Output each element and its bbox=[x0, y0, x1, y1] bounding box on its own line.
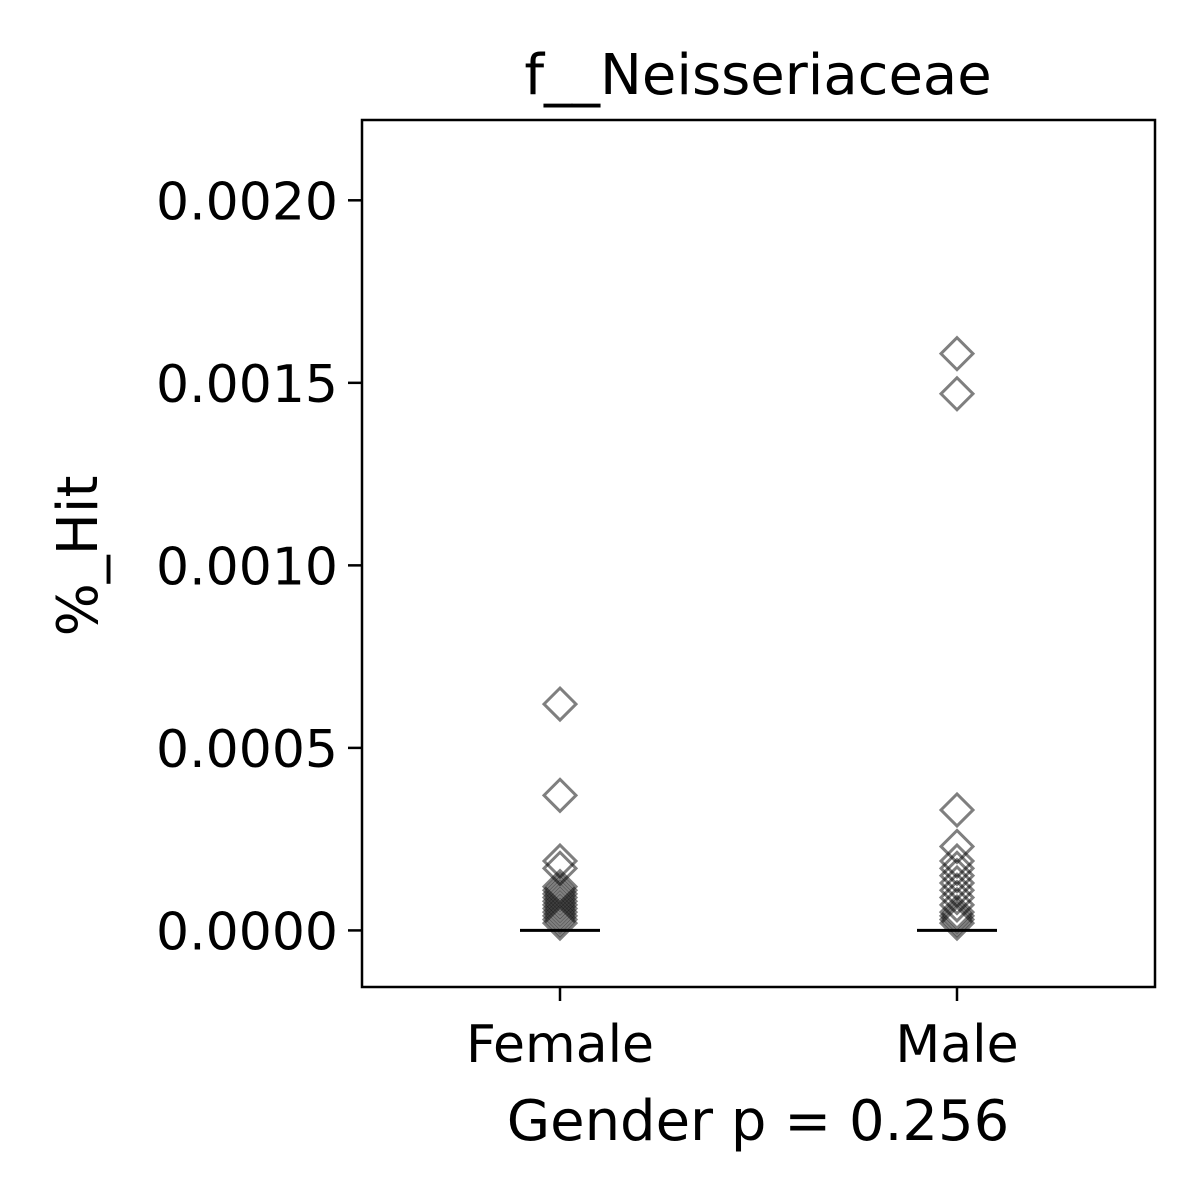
data-point-female bbox=[541, 886, 579, 923]
data-point-male bbox=[938, 879, 976, 916]
data-point-female bbox=[541, 875, 579, 913]
data-point-male bbox=[938, 335, 976, 372]
data-point-male bbox=[938, 375, 976, 412]
plot-area bbox=[520, 335, 997, 942]
data-point-female bbox=[541, 894, 579, 931]
y-tick-label: 0.0015 bbox=[156, 355, 338, 415]
x-axis: Female Male bbox=[466, 987, 1019, 1075]
y-tick-label: 0.0020 bbox=[156, 172, 338, 232]
data-point-male bbox=[938, 850, 976, 887]
data-point-female bbox=[541, 901, 579, 938]
y-axis-label: %_Hit bbox=[46, 476, 111, 637]
data-point-male bbox=[938, 842, 976, 880]
data-point-female bbox=[541, 883, 579, 920]
y-tick-label: 0.0010 bbox=[156, 537, 338, 597]
y-axis: 0.0000 0.0005 0.0010 0.0015 0.0020 bbox=[156, 172, 362, 962]
plot-frame bbox=[360, 118, 1157, 989]
x-tick-label: Male bbox=[895, 1015, 1018, 1075]
data-point-male bbox=[938, 901, 976, 938]
data-point-male bbox=[938, 894, 976, 931]
chart-title: f__Neisseriaceae bbox=[524, 43, 991, 108]
data-point-female bbox=[541, 904, 579, 942]
data-point-male bbox=[938, 886, 976, 923]
data-point-male bbox=[938, 828, 976, 865]
x-axis-label: Gender p = 0.256 bbox=[507, 1089, 1010, 1154]
x-tick-label: Female bbox=[466, 1015, 654, 1075]
y-tick-label: 0.0000 bbox=[156, 902, 338, 962]
data-point-male bbox=[938, 904, 976, 942]
data-point-male bbox=[938, 857, 976, 894]
y-tick-label: 0.0005 bbox=[156, 720, 338, 780]
data-point-female bbox=[541, 890, 579, 927]
data-point-female bbox=[541, 777, 579, 814]
data-point-female bbox=[541, 685, 579, 723]
data-point-male bbox=[938, 791, 976, 829]
data-point-female bbox=[541, 879, 579, 916]
